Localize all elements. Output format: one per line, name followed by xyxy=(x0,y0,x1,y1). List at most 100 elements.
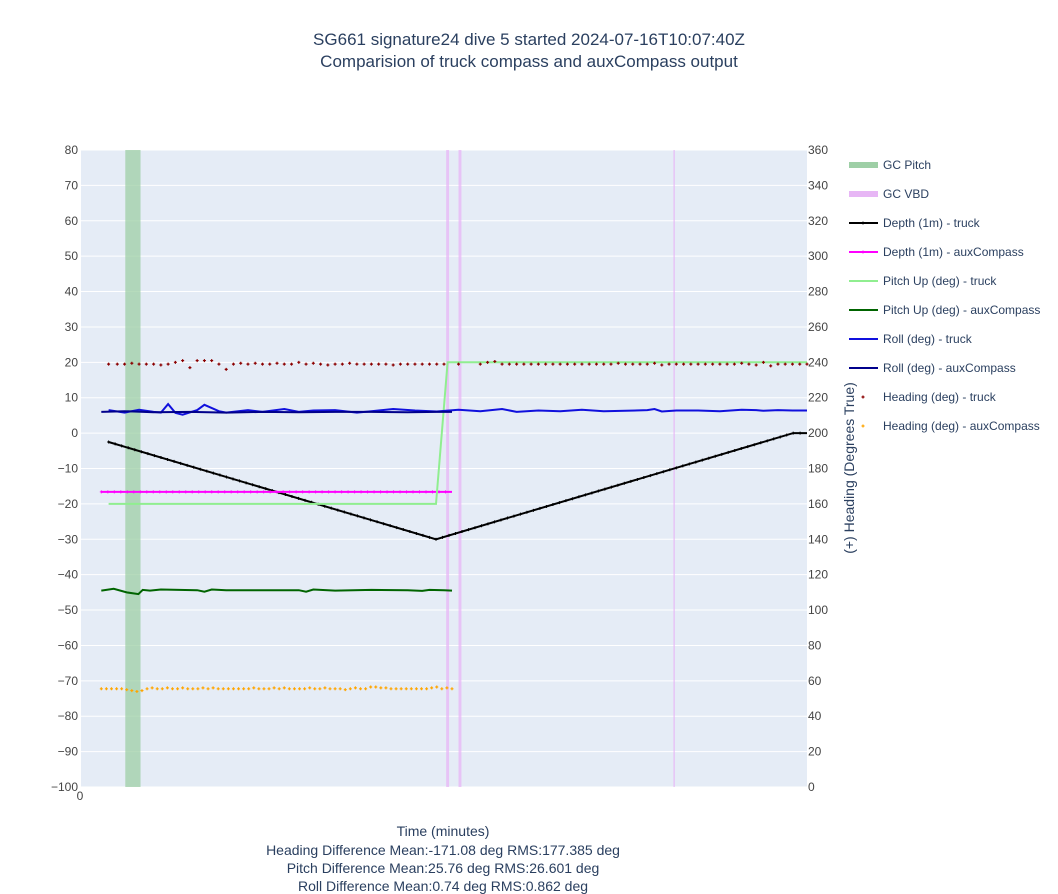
series-marker xyxy=(427,362,431,366)
series-marker xyxy=(159,456,163,460)
legend-item[interactable]: Roll (deg) - auxCompass xyxy=(849,361,1016,375)
shaded-region xyxy=(125,150,141,787)
series-marker xyxy=(790,362,794,366)
series-marker xyxy=(323,686,327,690)
right-tick-label: 20 xyxy=(808,745,822,759)
series-marker xyxy=(406,362,410,366)
legend-item[interactable]: Depth (1m) - truck xyxy=(849,216,981,230)
series-marker xyxy=(609,362,613,366)
series-marker xyxy=(713,454,717,458)
series-marker xyxy=(602,362,606,366)
series-marker xyxy=(281,490,285,494)
series-marker xyxy=(181,686,185,690)
series-marker xyxy=(277,687,281,691)
series-marker xyxy=(296,496,300,500)
left-tick-label: −30 xyxy=(58,532,79,546)
series-marker xyxy=(244,481,248,485)
series-marker xyxy=(557,501,561,505)
right-tick-label: 300 xyxy=(808,249,828,263)
series-marker xyxy=(107,362,111,366)
series-marker xyxy=(202,359,206,363)
shaded-region xyxy=(458,150,462,787)
legend-swatch xyxy=(861,424,865,428)
series-marker xyxy=(389,687,393,691)
series-marker xyxy=(333,687,337,691)
series-marker xyxy=(718,362,722,366)
left-tick-label: 50 xyxy=(65,249,79,263)
series-marker xyxy=(687,462,691,466)
legend-label: Depth (1m) - truck xyxy=(883,216,981,230)
series-marker xyxy=(229,490,233,494)
left-tick-label: −70 xyxy=(58,674,79,688)
right-tick-label: 40 xyxy=(808,709,822,723)
series-marker xyxy=(112,490,116,494)
series-marker xyxy=(211,686,215,690)
series-marker xyxy=(409,687,413,691)
series-marker xyxy=(262,490,266,494)
series-marker xyxy=(216,687,220,691)
left-tick-label: 0 xyxy=(71,426,78,440)
series-marker xyxy=(453,531,457,535)
series-marker xyxy=(206,687,210,691)
series-marker xyxy=(364,687,368,691)
series-marker xyxy=(785,433,789,437)
series-marker xyxy=(252,686,256,690)
series-marker xyxy=(338,687,342,691)
series-marker xyxy=(282,686,286,690)
series-marker xyxy=(653,361,657,365)
series-marker xyxy=(739,447,743,451)
series-marker xyxy=(107,440,111,444)
series-marker xyxy=(473,526,477,530)
legend-item[interactable]: Heading (deg) - auxCompass xyxy=(861,419,1040,433)
left-tick-label: 20 xyxy=(65,355,79,369)
series-line xyxy=(101,587,453,596)
series-marker xyxy=(138,490,142,494)
series-marker xyxy=(319,362,323,366)
series-marker xyxy=(418,490,422,494)
series-marker xyxy=(419,687,423,691)
series-marker xyxy=(327,490,331,494)
right-tick-label: 140 xyxy=(808,532,828,546)
series-group xyxy=(101,587,453,596)
series-marker xyxy=(460,530,464,534)
legend-item[interactable]: Pitch Up (deg) - auxCompass xyxy=(849,303,1040,317)
legend[interactable]: GC Pitch GC VBD Depth (1m) - truck Depth (1… xyxy=(849,158,1040,433)
roll-difference-stat: Roll Difference Mean:0.74 deg RMS:0.862 … xyxy=(298,878,588,894)
series-marker xyxy=(185,463,189,467)
series-marker xyxy=(109,687,113,691)
series-marker xyxy=(239,361,243,365)
series-marker xyxy=(398,490,402,494)
legend-item[interactable]: Pitch Up (deg) - truck xyxy=(849,274,997,288)
series-marker xyxy=(314,490,318,494)
series-marker xyxy=(257,687,261,691)
series-marker xyxy=(384,362,388,366)
legend-item[interactable]: GC VBD xyxy=(849,187,929,201)
series-marker xyxy=(99,687,103,691)
series-marker xyxy=(242,687,246,691)
series-marker xyxy=(538,506,542,510)
legend-item[interactable]: Roll (deg) - truck xyxy=(849,332,973,346)
left-tick-label: −80 xyxy=(58,709,79,723)
series-marker xyxy=(726,450,730,454)
series-marker xyxy=(732,362,736,366)
series-marker xyxy=(447,533,451,537)
series-marker xyxy=(391,363,395,367)
series-marker xyxy=(164,490,168,494)
series-marker xyxy=(238,479,242,483)
legend-item[interactable]: Heading (deg) - truck xyxy=(861,390,997,404)
legend-item[interactable]: Depth (1m) - auxCompass xyxy=(849,245,1024,259)
series-marker xyxy=(648,474,652,478)
series-marker xyxy=(181,359,185,363)
legend-item[interactable]: GC Pitch xyxy=(849,158,931,172)
series-marker xyxy=(759,441,763,445)
series-line xyxy=(101,410,452,414)
series-marker xyxy=(421,533,425,537)
series-marker xyxy=(805,362,809,366)
series-marker xyxy=(320,490,324,494)
series-marker xyxy=(348,687,352,691)
series-marker xyxy=(231,477,235,481)
shaded-region xyxy=(446,150,450,787)
series-marker xyxy=(700,458,704,462)
left-tick-label: −40 xyxy=(58,568,79,582)
left-tick-label: 60 xyxy=(65,214,79,228)
